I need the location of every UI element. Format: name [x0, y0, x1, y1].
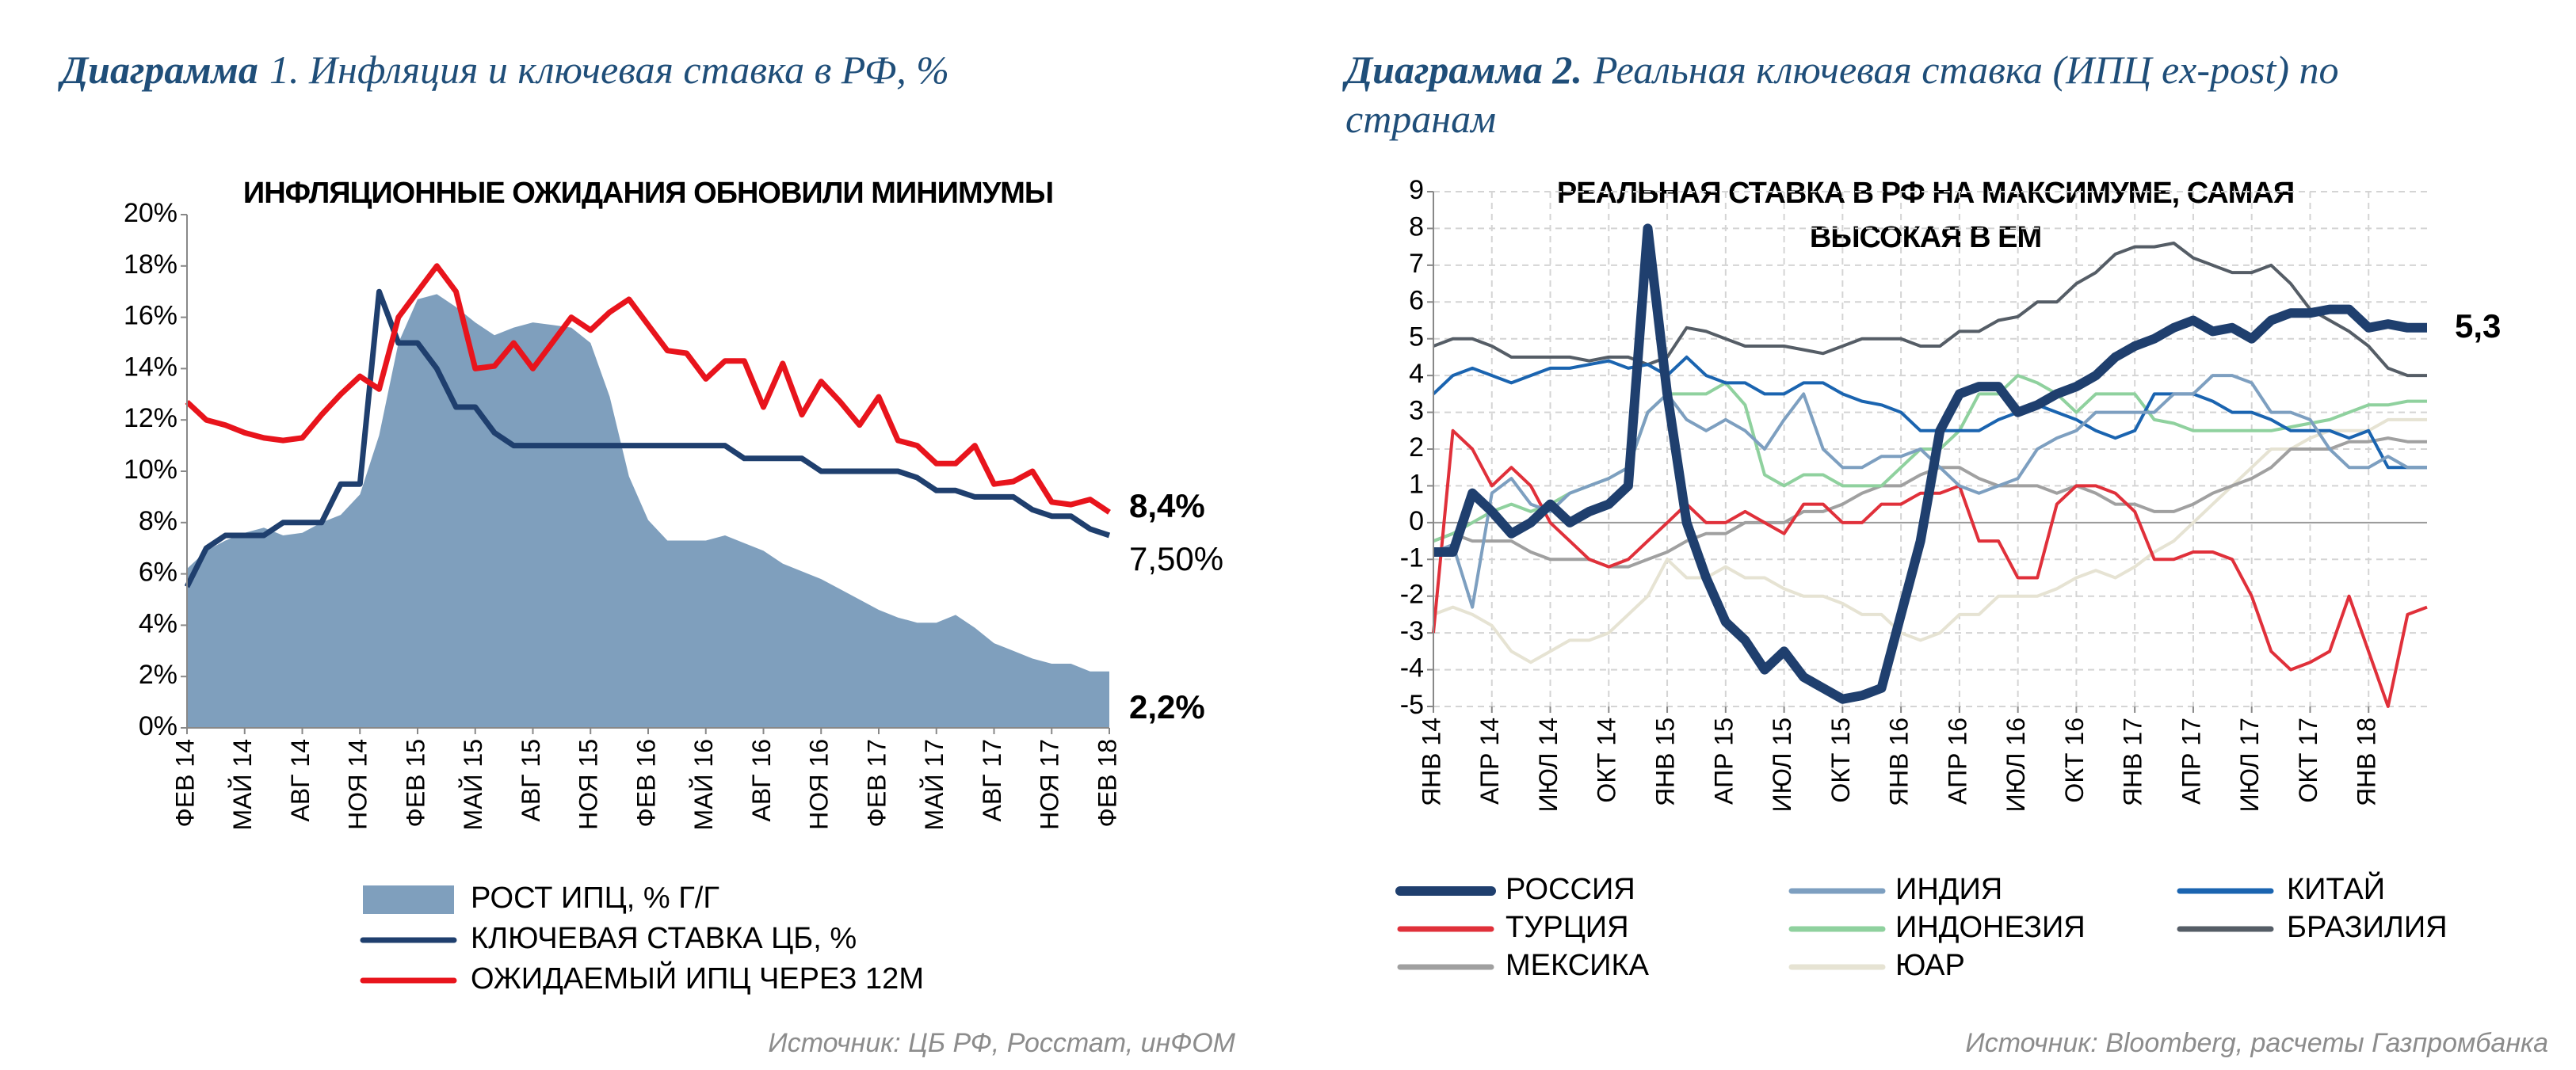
legend-label: ИНДОНЕЗИЯ [1895, 911, 2086, 944]
legend-label: ОЖИДАЕМЫЙ ИПЦ ЧЕРЕЗ 12М [471, 960, 924, 996]
legend-label: БРАЗИЛИЯ [2287, 911, 2448, 944]
caption-line: Реальная ключевая ставка (ИПЦ ex-post) п… [1593, 48, 2339, 92]
legend-label: ТУРЦИЯ [1506, 911, 1629, 944]
y-tick-label: 2% [139, 660, 177, 690]
caption: Диаграмма 1. Инфляция и ключевая ставка в… [58, 48, 949, 92]
legend-swatch [363, 885, 454, 914]
x-tick-label: ФЕВ 14 [170, 739, 199, 828]
y-tick-label: 8% [139, 506, 177, 536]
x-tick-label: ОКТ 17 [2294, 718, 2322, 803]
end-label: 7,50% [1129, 540, 1223, 577]
chart-title: ИНФЛЯЦИОННЫЕ ОЖИДАНИЯ ОБНОВИЛИ МИНИМУМЫ [243, 177, 1053, 210]
y-tick-label: 20% [124, 198, 177, 228]
x-tick-label: АВГ 14 [286, 739, 315, 822]
y-tick-label: 9 [1409, 175, 1424, 205]
source: Источник: Bloomberg, расчеты Газпромбанк… [1965, 1028, 2548, 1058]
legend-label: ИНДИЯ [1895, 873, 2002, 906]
line [1433, 242, 2427, 378]
y-tick-label: 14% [124, 352, 177, 382]
y-tick-label: 4% [139, 608, 177, 638]
y-tick-label: 10% [124, 455, 177, 485]
x-tick-label: АПР 16 [1943, 718, 1971, 805]
x-tick-label: ЯНВ 14 [1417, 718, 1445, 806]
x-tick-label: ЯНВ 18 [2353, 718, 2381, 806]
x-tick-label: МАЙ 17 [920, 739, 948, 830]
y-tick-label: -5 [1400, 690, 1424, 720]
x-tick-label: ФЕВ 16 [632, 739, 660, 828]
y-tick-label: 4 [1409, 359, 1424, 389]
legend-label: РОСТ ИПЦ, % Г/Г [471, 882, 719, 915]
x-tick-label: ФЕВ 17 [862, 739, 891, 828]
caption-bold: Диаграмма 2. [1342, 48, 1582, 92]
y-tick-label: 16% [124, 301, 177, 331]
y-tick-label: 3 [1409, 396, 1424, 426]
y-tick-label: 0% [139, 711, 177, 741]
y-tick-label: 8 [1409, 211, 1424, 242]
x-tick-label: НОЯ 16 [805, 739, 834, 830]
caption-line: 1. Инфляция и ключевая ставка в РФ, % [269, 48, 949, 92]
x-tick-label: ЯНВ 15 [1651, 718, 1680, 806]
end-label: 2,2% [1129, 688, 1205, 725]
x-tick-label: ЯНВ 16 [1885, 718, 1914, 806]
y-tick-label: 12% [124, 403, 177, 433]
x-tick-label: ФЕВ 15 [401, 739, 429, 828]
y-tick-label: 2 [1409, 432, 1424, 463]
x-tick-label: ОКТ 15 [1826, 718, 1855, 803]
y-tick-label: 6% [139, 558, 177, 588]
x-tick-label: АПР 14 [1475, 718, 1504, 805]
x-tick-label: НОЯ 15 [574, 739, 603, 830]
x-tick-label: МАЙ 14 [228, 739, 257, 830]
caption-bold: Диаграмма [58, 48, 258, 92]
y-tick-label: 7 [1409, 249, 1424, 279]
line [1433, 223, 2427, 704]
x-tick-label: АВГ 15 [517, 739, 545, 822]
y-tick-label: 0 [1409, 506, 1424, 536]
x-tick-label: ИЮЛ 15 [1768, 718, 1796, 812]
y-tick-label: 5 [1409, 322, 1424, 352]
line [1433, 417, 2427, 664]
line [185, 263, 1111, 515]
line [184, 288, 1111, 588]
legend-label: КЛЮЧЕВАЯ СТАВКА ЦБ, % [471, 922, 857, 955]
x-tick-label: ИЮЛ 16 [2002, 718, 2030, 812]
y-tick-label: -4 [1400, 653, 1424, 684]
y-tick-label: -1 [1400, 543, 1424, 573]
x-tick-label: ОКТ 14 [1593, 718, 1621, 803]
y-tick-label: -2 [1400, 580, 1424, 610]
x-tick-label: АПР 15 [1709, 718, 1738, 805]
y-tick-label: 1 [1409, 469, 1424, 499]
x-tick-label: ИЮЛ 17 [2235, 718, 2264, 812]
x-tick-label: МАЙ 16 [689, 739, 718, 830]
chart-title: ВЫСОКАЯ В ЕМ [1810, 221, 2041, 254]
line [1433, 374, 2427, 609]
line [1432, 355, 2427, 470]
area [187, 294, 1109, 728]
y-tick-label: 6 [1409, 285, 1424, 315]
legend-label: КИТАЙ [2287, 870, 2385, 906]
x-tick-label: ЯНВ 17 [2119, 718, 2147, 806]
x-tick-label: НОЯ 17 [1036, 739, 1064, 830]
end-label: 8,4% [1129, 487, 1205, 524]
end-label: 5,3 [2455, 307, 2501, 345]
y-tick-label: -3 [1400, 616, 1424, 646]
source: Источник: ЦБ РФ, Росстат, инФОМ [768, 1028, 1235, 1058]
legend-label: РОССИЯ [1506, 873, 1635, 906]
x-tick-label: МАЙ 15 [459, 739, 487, 830]
legend-label: МЕКСИКА [1506, 949, 1650, 982]
chart-title: РЕАЛЬНАЯ СТАВКА В РФ НА МАКСИМУМЕ, САМАЯ [1557, 177, 2294, 210]
x-tick-label: АПР 17 [2177, 718, 2205, 805]
caption-line: странам [1345, 97, 1496, 141]
y-tick-label: 18% [124, 249, 177, 280]
x-tick-label: ОКТ 16 [2060, 718, 2089, 803]
x-tick-label: НОЯ 14 [344, 739, 372, 830]
legend-label: ЮАР [1895, 949, 1965, 982]
x-tick-label: АВГ 16 [747, 739, 776, 822]
x-tick-label: АВГ 17 [978, 739, 1006, 822]
x-tick-label: ФЕВ 18 [1093, 739, 1121, 828]
caption: Диаграмма 2. Реальная ключевая ставка (ИП… [1342, 48, 2339, 141]
x-tick-label: ИЮЛ 14 [1534, 718, 1563, 812]
